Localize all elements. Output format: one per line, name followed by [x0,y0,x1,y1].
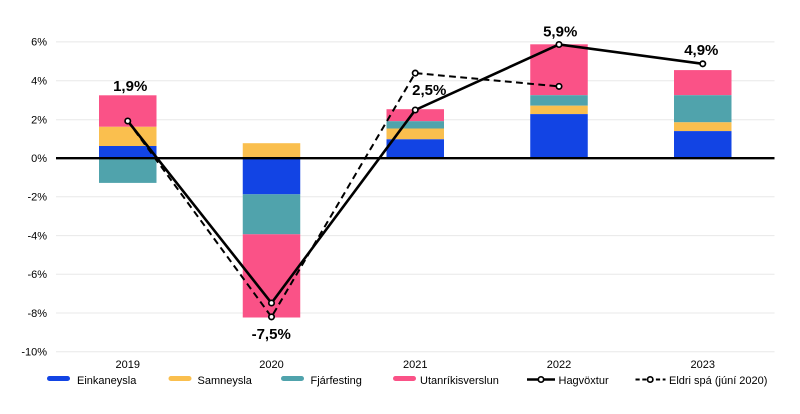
svg-text:-2%: -2% [27,192,47,204]
svg-text:5,9%: 5,9% [543,23,577,40]
svg-text:2020: 2020 [259,359,283,371]
svg-text:Eldri spá (júní 2020): Eldri spá (júní 2020) [669,375,767,387]
svg-text:-8%: -8% [27,308,47,320]
svg-text:Samneysla: Samneysla [198,375,253,387]
svg-text:Fjárfesting: Fjárfesting [311,375,362,387]
svg-text:1,9%: 1,9% [113,78,147,95]
svg-text:2,5%: 2,5% [412,82,446,99]
svg-text:-4%: -4% [27,230,47,242]
svg-text:2019: 2019 [116,359,140,371]
svg-text:-6%: -6% [27,269,47,281]
svg-text:6%: 6% [31,37,47,49]
svg-text:2%: 2% [31,115,47,127]
svg-text:Utanríkisverslun: Utanríkisverslun [420,375,499,387]
svg-text:Einkaneysla: Einkaneysla [77,375,137,387]
svg-text:2021: 2021 [403,359,427,371]
svg-text:4%: 4% [31,76,47,88]
svg-text:-7,5%: -7,5% [252,326,291,343]
svg-text:4,9%: 4,9% [684,42,718,59]
svg-text:Hagvöxtur: Hagvöxtur [559,375,609,387]
svg-text:2022: 2022 [547,359,571,371]
svg-text:2023: 2023 [691,359,715,371]
svg-text:-10%: -10% [21,347,47,359]
svg-text:0%: 0% [31,153,47,165]
